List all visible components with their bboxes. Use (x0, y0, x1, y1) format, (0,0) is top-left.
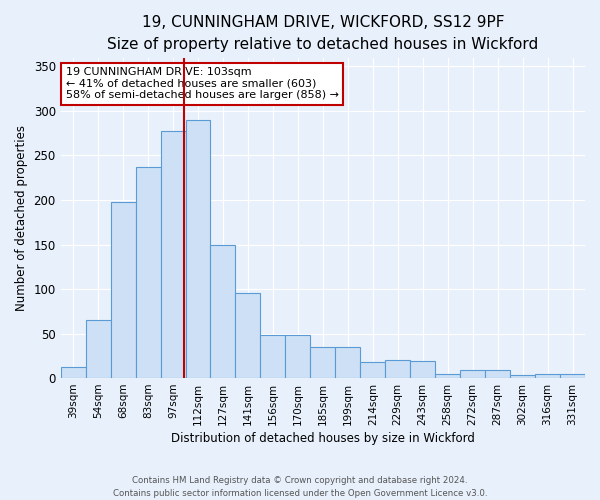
Bar (385, 360, 410, 378)
Bar (185, 120, 211, 378)
Bar (335, 347, 360, 378)
Text: Contains HM Land Registry data © Crown copyright and database right 2024.
Contai: Contains HM Land Registry data © Crown c… (113, 476, 487, 498)
Bar (435, 374, 460, 378)
Bar (360, 362, 385, 378)
Bar (460, 370, 485, 378)
Bar (235, 292, 260, 378)
Title: 19, CUNNINGHAM DRIVE, WICKFORD, SS12 9PF
Size of property relative to detached h: 19, CUNNINGHAM DRIVE, WICKFORD, SS12 9PF… (107, 15, 538, 52)
Bar (211, 244, 235, 378)
Bar (136, 167, 161, 378)
Bar (61, 368, 86, 378)
Bar (110, 202, 136, 378)
Bar (310, 347, 335, 378)
Bar (86, 320, 110, 378)
Bar (260, 336, 286, 378)
Text: 19 CUNNINGHAM DRIVE: 103sqm
← 41% of detached houses are smaller (603)
58% of se: 19 CUNNINGHAM DRIVE: 103sqm ← 41% of det… (66, 67, 339, 100)
Bar (560, 374, 585, 378)
Bar (485, 370, 510, 378)
Y-axis label: Number of detached properties: Number of detached properties (15, 125, 28, 311)
Bar (286, 336, 310, 378)
Bar (161, 130, 185, 378)
Bar (535, 374, 560, 378)
X-axis label: Distribution of detached houses by size in Wickford: Distribution of detached houses by size … (171, 432, 475, 445)
Bar (410, 361, 435, 378)
Bar (510, 374, 535, 378)
